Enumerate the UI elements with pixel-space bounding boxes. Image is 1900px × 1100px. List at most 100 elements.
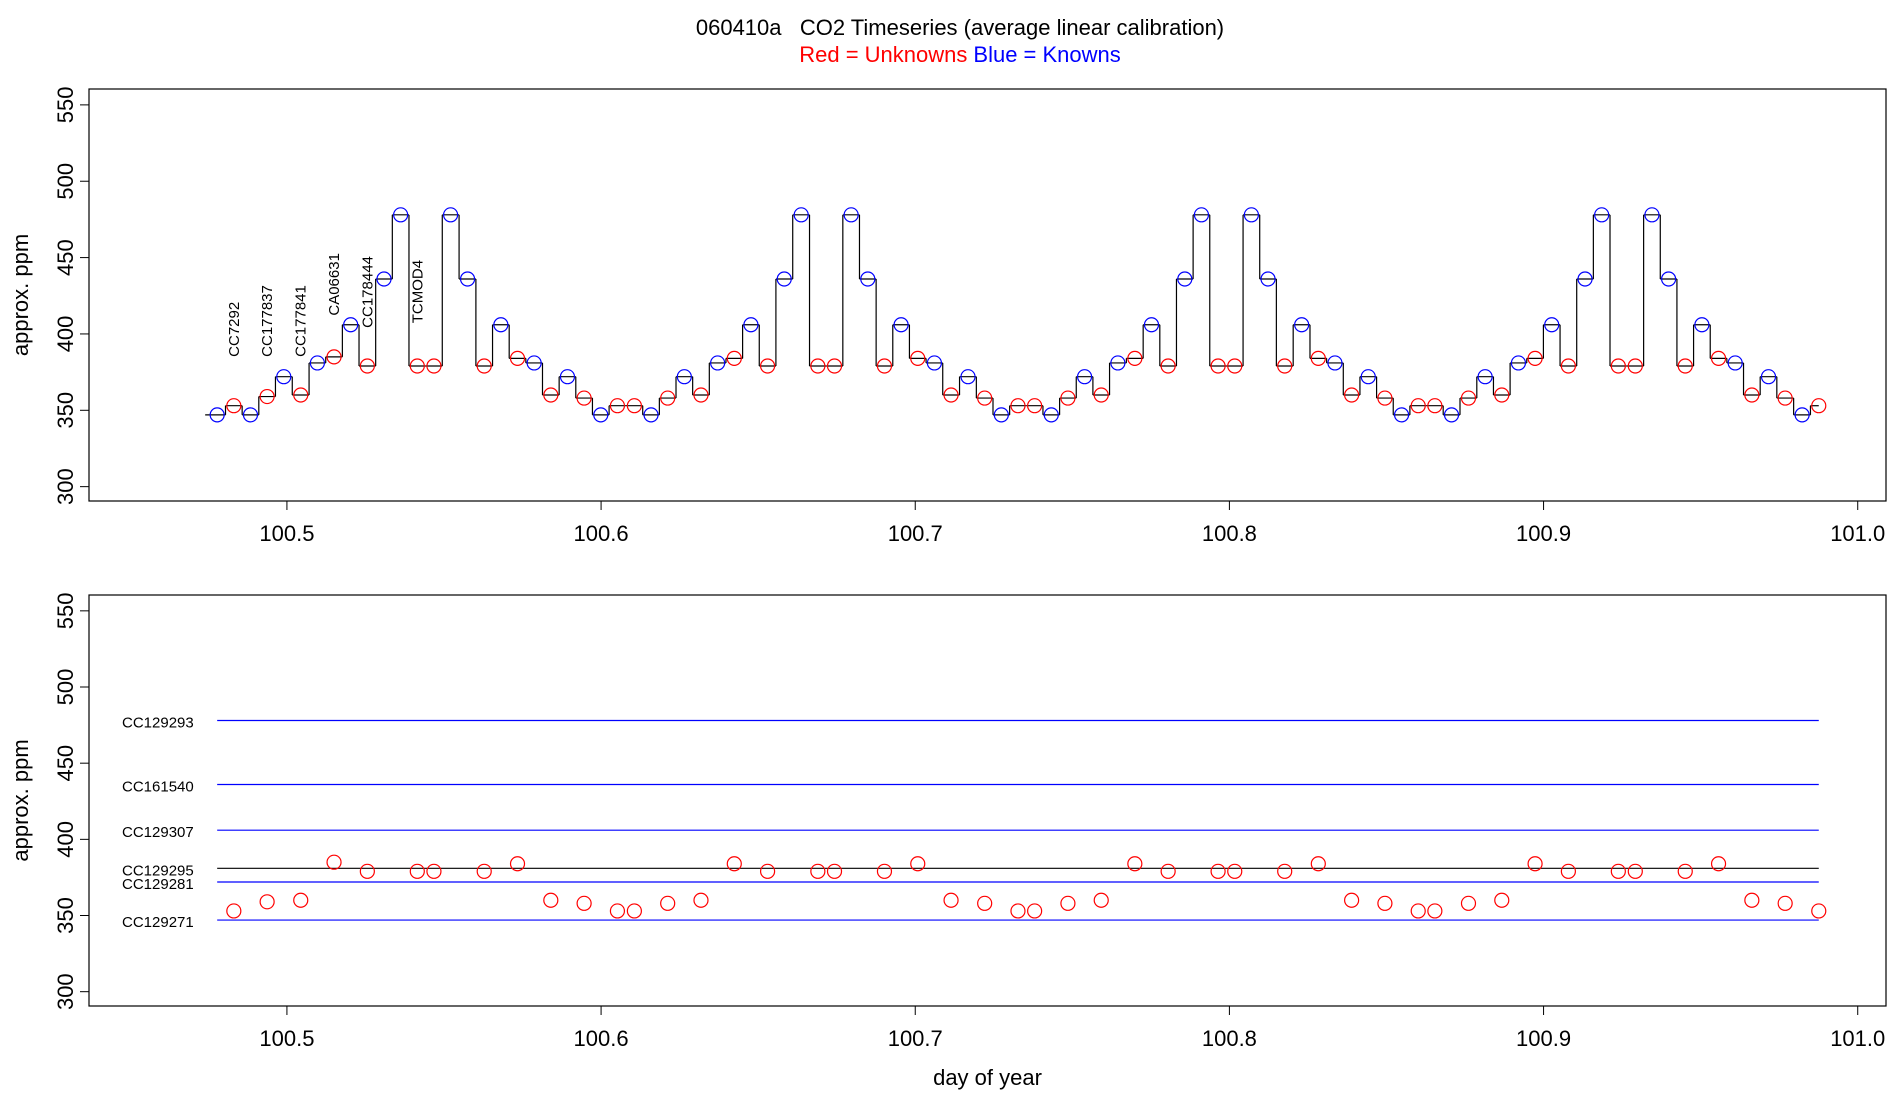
point [1344, 892, 1360, 908]
point [1160, 358, 1176, 374]
y-tick-label: 400 [53, 316, 78, 353]
point [1710, 350, 1727, 366]
point [1193, 207, 1210, 223]
point [593, 407, 609, 423]
point [1811, 903, 1827, 919]
point [209, 407, 225, 423]
x-tick-label: 100.8 [1202, 1026, 1257, 1051]
point [1560, 358, 1576, 374]
point [676, 369, 692, 385]
point [1644, 207, 1660, 223]
y-tick-label: 300 [53, 973, 78, 1010]
standard-label: CC129307 [122, 824, 194, 841]
point [1627, 863, 1643, 879]
point [1160, 863, 1176, 879]
point [476, 358, 492, 374]
point [710, 355, 726, 371]
point [1744, 387, 1760, 403]
point [910, 856, 926, 872]
point [643, 407, 659, 423]
point [810, 863, 826, 879]
point [660, 390, 676, 406]
point [977, 895, 993, 911]
point [1127, 350, 1143, 366]
y-tick-label: 350 [53, 392, 78, 429]
point [626, 903, 642, 919]
point [1610, 863, 1626, 879]
point [1027, 903, 1043, 919]
y-tick-label: 450 [53, 745, 78, 782]
point [759, 863, 776, 879]
point [1494, 387, 1510, 403]
point [1377, 390, 1393, 406]
point [1277, 863, 1293, 879]
point [876, 863, 893, 879]
point [1427, 398, 1443, 414]
point [1243, 207, 1259, 223]
point [393, 207, 409, 223]
point [1527, 350, 1543, 366]
point [1794, 407, 1810, 423]
y-axis-label: approx. ppm [8, 739, 33, 861]
point [1110, 355, 1126, 371]
point [793, 207, 809, 223]
point [409, 358, 425, 374]
point [343, 317, 359, 333]
point [543, 387, 559, 403]
point [1294, 317, 1310, 333]
point [609, 398, 626, 414]
point [1360, 369, 1376, 385]
point [1227, 863, 1243, 879]
point [1577, 271, 1593, 287]
point [1661, 271, 1677, 287]
point [1460, 895, 1477, 911]
point [1410, 903, 1426, 919]
point [1393, 407, 1410, 423]
subtitle: Red = Unknowns Blue = Knowns [799, 42, 1121, 67]
x-axis-label: day of year [933, 1065, 1042, 1090]
point [1627, 358, 1643, 374]
point [576, 895, 592, 911]
annotation: CA06631 [326, 253, 343, 316]
point [1677, 358, 1693, 374]
point [1027, 398, 1043, 414]
point [242, 407, 259, 423]
point [860, 271, 876, 287]
standard-label: CC161540 [122, 779, 194, 796]
point [910, 350, 926, 366]
point [826, 358, 843, 374]
standard-label: CC129271 [122, 914, 194, 931]
point [1777, 390, 1793, 406]
point [509, 856, 526, 872]
point [893, 317, 909, 333]
point [226, 398, 242, 414]
x-tick-label: 100.5 [259, 521, 314, 546]
x-tick-label: 100.6 [574, 1026, 629, 1051]
point [1694, 317, 1710, 333]
y-tick-label: 500 [53, 163, 78, 200]
point [660, 895, 676, 911]
point [226, 903, 242, 919]
x-tick-label: 100.5 [259, 1026, 314, 1051]
x-tick-label: 100.8 [1202, 521, 1257, 546]
point [943, 387, 959, 403]
y-axis-label: approx. ppm [8, 234, 33, 356]
point [1210, 863, 1226, 879]
point [810, 358, 826, 374]
point [926, 355, 943, 371]
point [442, 207, 459, 223]
point [1143, 317, 1160, 333]
point [1093, 387, 1109, 403]
point [1610, 358, 1626, 374]
point [1177, 271, 1193, 287]
point [1443, 407, 1460, 423]
point [476, 863, 492, 879]
point [943, 892, 959, 908]
point [759, 358, 776, 374]
point [726, 856, 742, 872]
point [1527, 856, 1543, 872]
y-tick-label: 450 [53, 239, 78, 276]
x-tick-label: 100.9 [1516, 521, 1571, 546]
